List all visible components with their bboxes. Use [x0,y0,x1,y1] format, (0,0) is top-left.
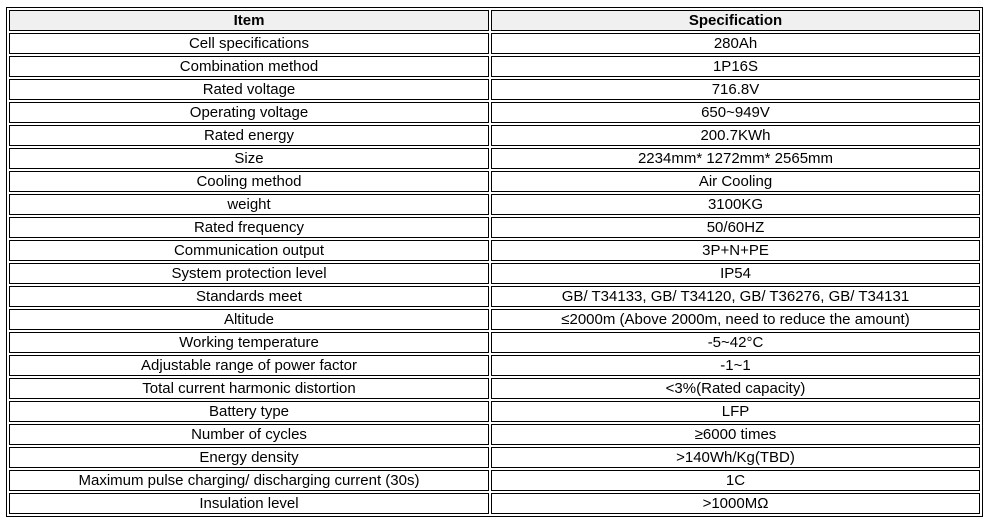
item-cell: Energy density [9,447,489,468]
table-row: Number of cycles ≥6000 times [9,424,980,445]
specification-cell: GB/ T34133, GB/ T34120, GB/ T36276, GB/ … [491,286,980,307]
item-cell: System protection level [9,263,489,284]
table-row: Battery type LFP [9,401,980,422]
specification-cell: IP54 [491,263,980,284]
item-cell: Altitude [9,309,489,330]
specification-cell: >1000MΩ [491,493,980,514]
table-row: weight 3100KG [9,194,980,215]
item-cell: Total current harmonic distortion [9,378,489,399]
specification-cell: >140Wh/Kg(TBD) [491,447,980,468]
specification-cell: Air Cooling [491,171,980,192]
specification-cell: 650~949V [491,102,980,123]
item-cell: Cooling method [9,171,489,192]
specification-cell: -1~1 [491,355,980,376]
table-row: Standards meet GB/ T34133, GB/ T34120, GB… [9,286,980,307]
item-cell: Adjustable range of power factor [9,355,489,376]
specification-cell: 3P+N+PE [491,240,980,261]
table-row: Energy density >140Wh/Kg(TBD) [9,447,980,468]
item-cell: Battery type [9,401,489,422]
table-row: Total current harmonic distortion <3%(Rat… [9,378,980,399]
item-cell: Combination method [9,56,489,77]
item-cell: weight [9,194,489,215]
specification-cell: <3%(Rated capacity) [491,378,980,399]
table-row: Working temperature -5~42°C [9,332,980,353]
header-item: Item [9,10,489,31]
table-row: Maximum pulse charging/ discharging curr… [9,470,980,491]
specification-cell: 280Ah [491,33,980,54]
table-row: System protection level IP54 [9,263,980,284]
table-row: Altitude ≤2000m (Above 2000m, need to red… [9,309,980,330]
specification-cell: ≤2000m (Above 2000m, need to reduce the … [491,309,980,330]
item-cell: Insulation level [9,493,489,514]
item-cell: Communication output [9,240,489,261]
item-cell: Operating voltage [9,102,489,123]
item-cell: Cell specifications [9,33,489,54]
table-row: Rated frequency 50/60HZ [9,217,980,238]
item-cell: Working temperature [9,332,489,353]
table-row: Rated energy 200.7KWh [9,125,980,146]
item-cell: Size [9,148,489,169]
specification-cell: 1C [491,470,980,491]
specification-cell: 200.7KWh [491,125,980,146]
specification-cell: 2234mm* 1272mm* 2565mm [491,148,980,169]
table-row: Insulation level >1000MΩ [9,493,980,514]
header-row: Item Specification [9,10,980,31]
table-row: Operating voltage 650~949V [9,102,980,123]
specification-cell: 3100KG [491,194,980,215]
item-cell: Maximum pulse charging/ discharging curr… [9,470,489,491]
header-specification: Specification [491,10,980,31]
specification-cell: ≥6000 times [491,424,980,445]
specification-cell: 1P16S [491,56,980,77]
item-cell: Number of cycles [9,424,489,445]
table-row: Rated voltage 716.8V [9,79,980,100]
specification-cell: 716.8V [491,79,980,100]
table-row: Adjustable range of power factor -1~1 [9,355,980,376]
table-row: Communication output 3P+N+PE [9,240,980,261]
table-row: Size 2234mm* 1272mm* 2565mm [9,148,980,169]
spec-table: Item Specification Cell specifications 28… [6,7,983,517]
specification-cell: -5~42°C [491,332,980,353]
table-row: Cell specifications 280Ah [9,33,980,54]
item-cell: Rated frequency [9,217,489,238]
item-cell: Standards meet [9,286,489,307]
specification-cell: LFP [491,401,980,422]
table-row: Combination method 1P16S [9,56,980,77]
item-cell: Rated voltage [9,79,489,100]
specification-cell: 50/60HZ [491,217,980,238]
table-row: Cooling method Air Cooling [9,171,980,192]
item-cell: Rated energy [9,125,489,146]
